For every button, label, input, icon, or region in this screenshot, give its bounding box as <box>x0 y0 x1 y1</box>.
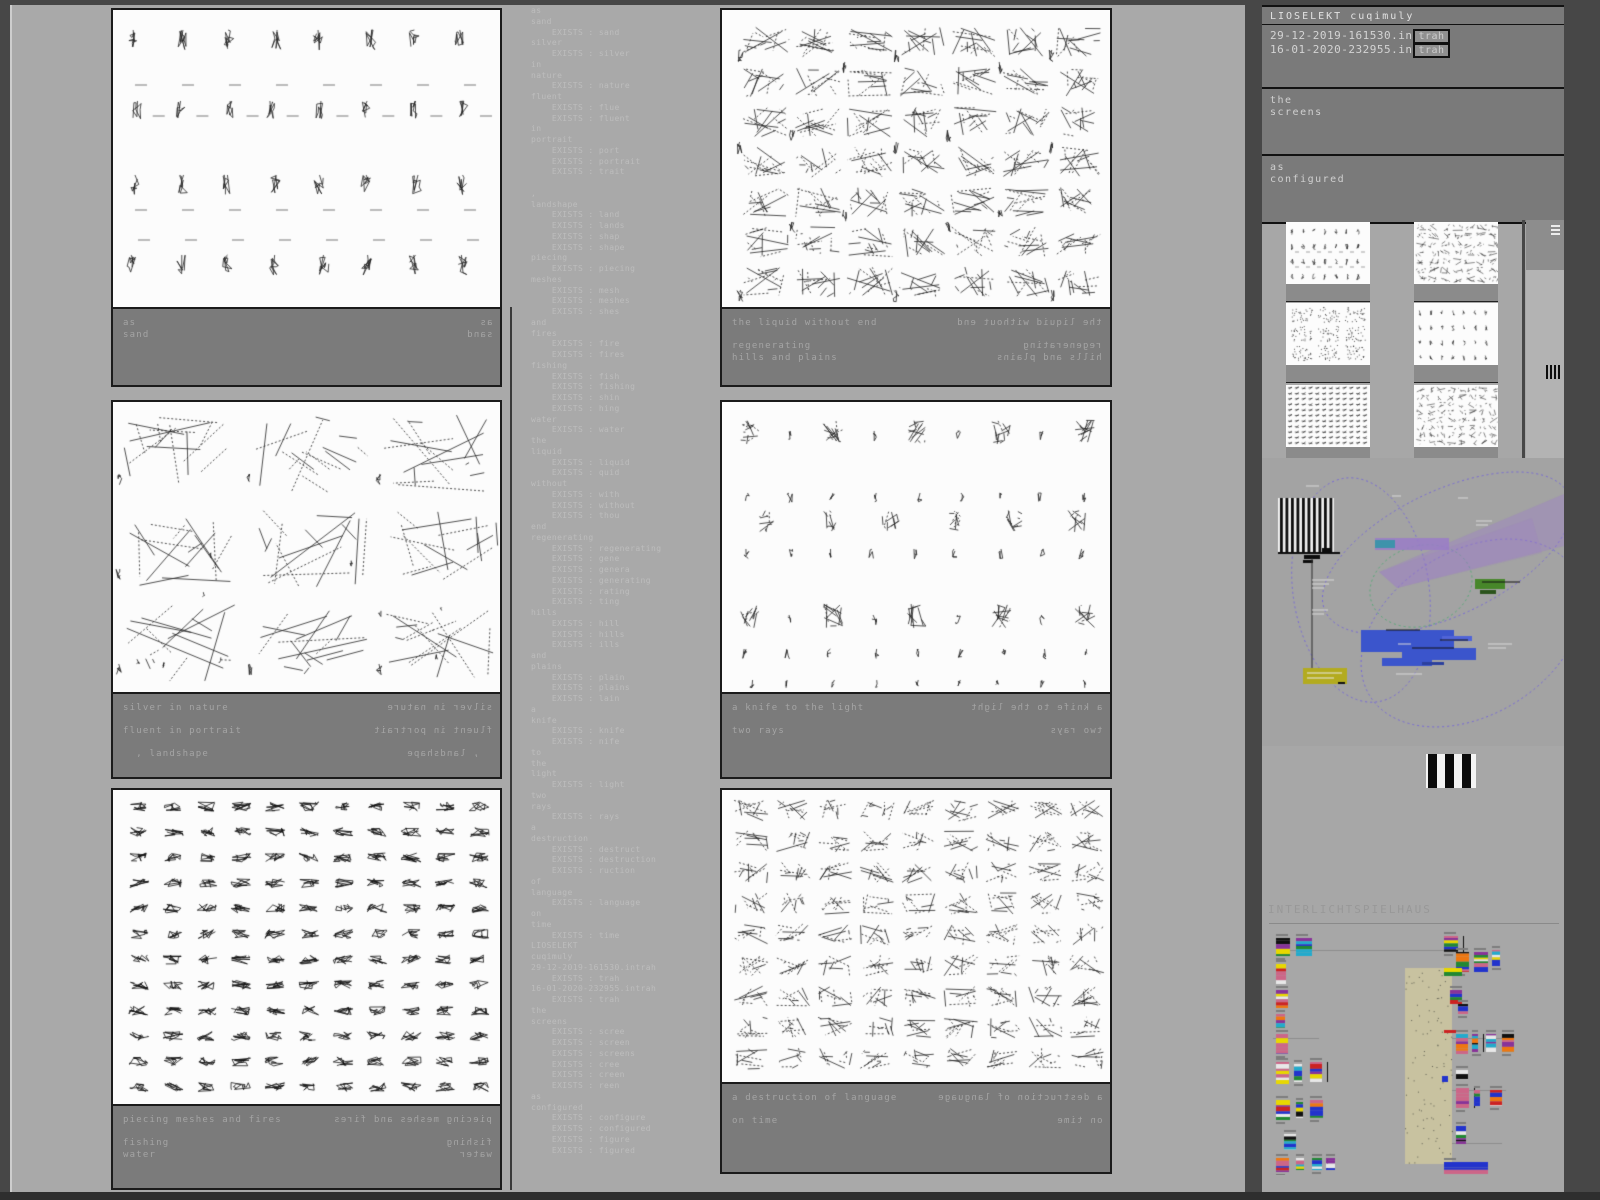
pane-label-as-configured: as configured <box>1270 162 1346 185</box>
thumbnail-image <box>1286 385 1370 447</box>
caption-text: a knife to the light two rays <box>732 703 865 736</box>
caption-text-mirrored: a destruction of language on time <box>936 1093 1102 1126</box>
panel-liquid-drawing <box>722 10 1110 307</box>
panel-piecing-meshes[interactable]: piecing meshes and fires fishing water p… <box>111 788 502 1190</box>
thumbnail-caption <box>1286 365 1370 383</box>
file-name: 29-12-2019-161530.in <box>1270 29 1413 42</box>
thumbnail-as-sand[interactable] <box>1286 222 1370 302</box>
panel-silver-in-nature[interactable]: silver in nature fluent in portrait , la… <box>111 400 502 779</box>
menu-icon[interactable] <box>1551 225 1560 237</box>
configuration-diagram <box>1262 458 1564 746</box>
sidebar-header-block: LIOSELEKT cuqimuly 29-12-2019-161530.in t… <box>1262 5 1564 224</box>
caption-text-mirrored: silver in nature fluent in portrait , la… <box>372 703 492 759</box>
thumbnail-silver[interactable] <box>1286 303 1370 383</box>
caption-text-mirrored: piecing meshes and fires fishing water <box>333 1115 492 1160</box>
caption-text-mirrored: the liquid without end regenerating hill… <box>956 318 1102 363</box>
scroll-panel-track[interactable] <box>1526 220 1564 458</box>
scroll-panel-divider <box>1522 220 1525 458</box>
column-divider <box>510 307 512 1190</box>
interlicht-rule <box>1269 923 1559 924</box>
file-tag-box[interactable]: trah <box>1413 43 1450 58</box>
caption-text: as sand <box>123 318 150 340</box>
window-bottom-edge <box>0 1192 1600 1200</box>
app-title: LIOSELEKT cuqimuly <box>1270 11 1415 22</box>
interlicht-title: INTERLICHTSPIELHAUS <box>1268 903 1432 916</box>
pane-label-the-screens: the screens <box>1270 95 1323 118</box>
caption-text: piecing meshes and fires fishing water <box>123 1115 282 1160</box>
panel-silver-drawing <box>113 402 500 692</box>
caption-bar: as sand as sand <box>113 307 500 385</box>
thumbnail-caption <box>1414 365 1498 383</box>
thumbnail-caption <box>1286 284 1370 302</box>
file-tag-box[interactable]: trah <box>1413 29 1450 44</box>
panel-knife-drawing <box>722 402 1110 692</box>
panel-piecing-drawing <box>113 790 500 1104</box>
word-exists-list: as sand EXISTS : sand silver EXISTS : si… <box>531 6 662 1155</box>
caption-bar: silver in nature fluent in portrait , la… <box>113 692 500 777</box>
panel-liquid-without-end[interactable]: the liquid without end regenerating hill… <box>720 8 1112 387</box>
caption-text: the liquid without end regenerating hill… <box>732 318 878 363</box>
caption-bar: piecing meshes and fires fishing water p… <box>113 1104 500 1188</box>
caption-bar: a destruction of language on time a dest… <box>722 1082 1110 1172</box>
caption-text-mirrored: a knife to the light two rays <box>969 703 1102 736</box>
file-name: 16-01-2020-232955.in <box>1270 43 1413 56</box>
file-row: 16-01-2020-232955.in trah <box>1270 43 1450 58</box>
thumbnail-caption <box>1414 284 1498 302</box>
thumbnail-image <box>1414 385 1498 447</box>
panel-as-sand-drawing <box>113 10 500 307</box>
barcode-icon <box>1546 365 1561 379</box>
caption-text: silver in nature fluent in portrait , la… <box>123 703 243 759</box>
thumbnail-image <box>1414 222 1498 284</box>
thumbnail-liquid[interactable] <box>1414 222 1498 302</box>
thumbnail-knife[interactable] <box>1414 303 1498 383</box>
panel-as-sand[interactable]: as sand as sand <box>111 8 502 387</box>
scroll-panel-thumb[interactable] <box>1526 220 1564 270</box>
thumbnail-image <box>1414 303 1498 365</box>
thumbnail-piecing[interactable] <box>1286 385 1370 465</box>
file-row: 29-12-2019-161530.in trah <box>1270 29 1450 44</box>
thumbnail-image <box>1286 222 1370 284</box>
panel-destruction-drawing <box>722 790 1110 1082</box>
interlicht-color-field <box>1264 930 1562 1175</box>
panel-knife-to-light[interactable]: a knife to the light two rays a knife to… <box>720 400 1112 779</box>
panel-destruction-of-language[interactable]: a destruction of language on time a dest… <box>720 788 1112 1174</box>
thumbnail-image <box>1286 303 1370 365</box>
caption-bar: the liquid without end regenerating hill… <box>722 307 1110 385</box>
barcode-glyph <box>1426 754 1476 788</box>
caption-text-mirrored: as sand <box>465 318 492 340</box>
thumbnail-destruction[interactable] <box>1414 385 1498 465</box>
caption-bar: a knife to the light two rays a knife to… <box>722 692 1110 777</box>
caption-text: a destruction of language on time <box>732 1093 898 1126</box>
